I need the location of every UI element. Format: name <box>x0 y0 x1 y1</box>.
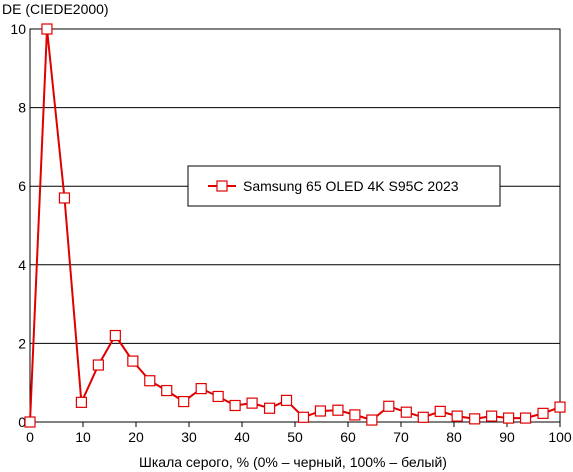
x-tick-label: 20 <box>128 429 144 445</box>
data-point <box>297 411 310 423</box>
legend: Samsung 65 OLED 4K S95C 2023 <box>187 165 501 207</box>
data-point <box>280 394 293 406</box>
data-point <box>41 23 53 35</box>
data-point <box>178 395 190 408</box>
data-point <box>349 409 361 421</box>
data-point <box>537 407 549 419</box>
data-point <box>161 384 173 397</box>
data-point <box>58 192 71 204</box>
legend-label: Samsung 65 OLED 4K S95C 2023 <box>243 178 459 194</box>
data-point <box>109 329 121 342</box>
y-tick-label: 6 <box>18 178 26 194</box>
data-point <box>212 390 224 403</box>
data-point <box>417 411 429 423</box>
x-axis: 0 10 20 30 40 50 60 70 80 90 100 <box>26 422 572 445</box>
x-tick-label: 0 <box>26 429 34 445</box>
y-axis: 0 2 4 6 8 10 <box>10 21 26 430</box>
data-point <box>434 405 446 417</box>
data-point <box>332 404 344 416</box>
x-tick-label: 70 <box>393 429 409 445</box>
data-point <box>75 396 88 408</box>
x-tick-label: 10 <box>75 429 91 445</box>
data-point <box>469 413 481 425</box>
x-tick-label: 40 <box>234 429 250 445</box>
x-tick-label: 100 <box>548 429 572 445</box>
data-point <box>92 359 104 371</box>
x-tick-label: 50 <box>287 429 303 445</box>
data-point <box>400 406 412 418</box>
data-point <box>486 410 498 422</box>
legend-square-icon <box>216 180 228 192</box>
data-point <box>314 405 327 417</box>
y-tick-label: 2 <box>18 335 26 351</box>
plot-area <box>30 29 560 422</box>
y-tick-label: 10 <box>10 21 26 37</box>
y-tick-label: 4 <box>18 257 26 273</box>
legend-box <box>187 165 501 207</box>
y-tick-label: 0 <box>18 414 26 430</box>
y-tick-label: 8 <box>18 100 26 116</box>
x-tick-label: 80 <box>446 429 462 445</box>
x-axis-title: Шкала серого, % (0% – черный, 100% – бел… <box>139 454 447 470</box>
data-point <box>127 355 139 367</box>
data-point <box>383 400 395 412</box>
data-point <box>24 416 36 428</box>
x-tick-label: 30 <box>181 429 197 445</box>
data-point <box>229 399 241 412</box>
data-point <box>195 382 207 395</box>
data-point <box>366 414 378 426</box>
x-tick-label: 60 <box>340 429 356 445</box>
x-tick-label: 90 <box>499 429 515 445</box>
data-point <box>246 397 258 409</box>
series-layer <box>24 23 566 428</box>
data-point <box>144 375 156 387</box>
data-point <box>502 412 515 424</box>
data-point <box>451 410 463 422</box>
y-axis-title: DE (CIEDE2000) <box>2 1 109 17</box>
data-point <box>519 412 532 424</box>
data-point <box>263 402 276 414</box>
data-point <box>554 401 566 413</box>
